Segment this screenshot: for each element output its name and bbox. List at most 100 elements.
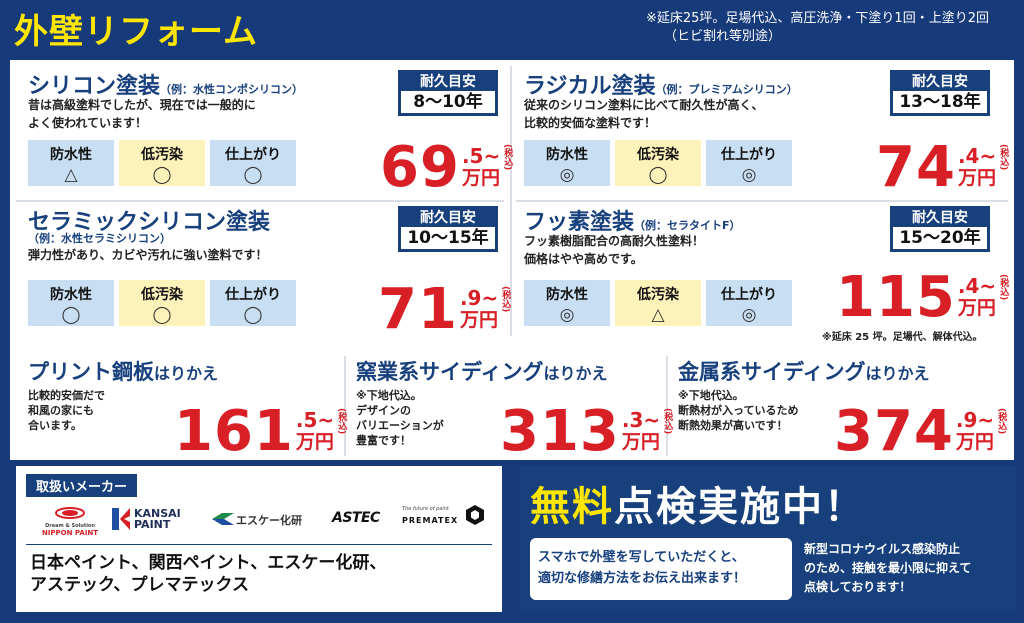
free-inspection-title: 無料点検実施中！ (530, 484, 866, 530)
attr-water: 防水性 ◎ (524, 140, 610, 186)
coating-card-fluorine: フッ素塗装（例：セラタイトF） フッ素樹脂配合の高耐久性塗料！ 価格はやや高めで… (520, 204, 1010, 344)
attribute-cells: 防水性 ◎ 低汚染 ◯ 仕上がり ◎ (524, 140, 792, 186)
price-main: 71 (378, 277, 458, 342)
price-main: 74 (876, 135, 956, 200)
attribute-cells: 防水性 ◯ 低汚染 ◯ 仕上がり ◯ (28, 280, 296, 326)
desc-line: 従来のシリコン塗料に比べて耐久性が高く、 (524, 98, 764, 112)
siding-desc: ※下地代込。 断熱材が入っているため 断熱効果が高いです！ (678, 389, 799, 432)
coating-card-ceramic-silicon: セラミックシリコン塗装 （例：水性セラミシリコン） 弾力性があり、カビや汚れに強… (22, 204, 510, 338)
nippon-mark-icon (55, 507, 85, 519)
coating-name: フッ素塗装（例：セラタイトF） (524, 210, 741, 235)
coating-desc: 昔は高級塗料でしたが、現在では一般的に よく使われています！ (28, 96, 256, 132)
durability-years: 13〜18年 (893, 91, 987, 113)
divider (510, 66, 512, 336)
makers-list: 日本ペイント、関西ペイント、エスケー化研、 アステック、プレマテックス (30, 553, 387, 595)
durability-label: 耐久目安 (912, 210, 968, 226)
attr-water: 防水性 △ (28, 140, 114, 186)
covid-note: 新型コロナウイルス感染防止 のため、接触を最小限に抑えて 点検しております！ (804, 542, 972, 594)
price-unit: 万円 (459, 309, 498, 331)
price-decimal: .3~ (621, 408, 661, 432)
price-note-line1: ※延床25坪。足場代込、高圧洗浄・下塗り1回・上塗り2回 (646, 11, 989, 26)
price-decimal: .9~ (459, 286, 499, 310)
price-unit: 万円 (957, 167, 996, 189)
attribute-cells: 防水性 △ 低汚染 ◯ 仕上がり ◯ (28, 140, 296, 186)
prematex-logo: The future of paint PREMATEX (402, 504, 490, 532)
attribute-cells: 防水性 ◎ 低汚染 △ 仕上がり ◎ (524, 280, 792, 326)
divider (16, 200, 504, 202)
tax-label: (税込) (502, 144, 513, 171)
price-unit: 万円 (955, 431, 994, 453)
coating-name: ラジカル塗装（例：プレミアムシリコン） (524, 74, 798, 99)
sk-kaken-logo: エスケー化研 (212, 510, 322, 530)
divider (666, 356, 668, 456)
coating-card-radical: ラジカル塗装（例：プレミアムシリコン） 従来のシリコン塗料に比べて耐久性が高く、… (520, 68, 1010, 198)
price-note-line2: （ヒビ割れ等別途） (664, 29, 782, 44)
tax-label: (税込) (662, 408, 673, 435)
price-decimal: .4~ (957, 144, 997, 168)
coating-example: （例：セラタイトF） (634, 219, 741, 232)
sk-mark-icon (212, 513, 234, 525)
tax-label: (税込) (336, 408, 347, 435)
siding-name: 窯業系サイディングはりかえ (356, 360, 608, 384)
coating-price: 71 .9~ 万円 (税込) (378, 282, 510, 338)
price-main: 115 (836, 265, 956, 330)
durability-years: 10〜15年 (401, 227, 495, 249)
page-title: 外壁リフォーム (14, 12, 258, 52)
astec-logo: ASTEC (332, 510, 380, 526)
price-decimal: .5~ (295, 408, 335, 432)
fluorine-note: ※延床 25 坪。足場代、解体代込。 (822, 332, 983, 343)
tax-label: (税込) (998, 274, 1009, 301)
coating-name: セラミックシリコン塗装 (28, 210, 271, 235)
tax-label: (税込) (998, 144, 1009, 171)
siding-card-print-steel: プリント鋼板はりかえ 比較的安価だで 和風の家にも 合います。 161 .5~ 万円 … (22, 356, 346, 460)
desc-line: 価格はやや高めです。 (524, 252, 643, 266)
coating-example: （例：プレミアムシリコン） (655, 83, 798, 96)
coating-example: （例：水性セラミシリコン） (28, 232, 171, 245)
tax-label: (税込) (500, 286, 511, 313)
durability-years: 8〜10年 (401, 91, 495, 113)
durability-years: 15〜20年 (893, 227, 987, 249)
attr-dirt: 低汚染 ◯ (119, 140, 205, 186)
coating-desc: 弾力性があり、カビや汚れに強い塗料です！ (28, 246, 268, 264)
price-decimal: .5~ (461, 144, 501, 168)
price-decimal: .4~ (957, 274, 997, 298)
attr-finish: 仕上がり ◎ (706, 140, 792, 186)
durability-badge: 耐久目安 10〜15年 (398, 206, 498, 252)
desc-line: 昔は高級塗料でしたが、現在では一般的に (28, 98, 256, 112)
attr-water: 防水性 ◎ (524, 280, 610, 326)
desc-line: フッ素樹脂配合の高耐久性塗料！ (524, 234, 705, 248)
durability-badge: 耐久目安 8〜10年 (398, 70, 498, 116)
price-main: 161 (174, 399, 294, 464)
coating-price: 115 .4~ 万円 (税込) (836, 270, 1008, 326)
price-main: 374 (834, 399, 954, 464)
tax-label: (税込) (996, 408, 1007, 435)
attr-finish: 仕上がり ◎ (706, 280, 792, 326)
smartphone-bubble: スマホで外壁を写していただくと、 適切な修繕方法をお伝え出来ます！ (530, 538, 792, 600)
durability-label: 耐久目安 (420, 210, 476, 226)
siding-name: プリント鋼板はりかえ (28, 360, 219, 384)
price-note: ※延床25坪。足場代込、高圧洗浄・下塗り1回・上塗り2回 （ヒビ割れ等別途） (646, 10, 989, 46)
siding-desc: 比較的安価だで 和風の家にも 合います。 (28, 389, 105, 432)
price-unit: 万円 (957, 297, 996, 319)
price-unit: 万円 (461, 167, 500, 189)
price-decimal: .9~ (955, 408, 995, 432)
price-main: 313 (500, 399, 620, 464)
attr-finish: 仕上がり ◯ (210, 280, 296, 326)
durability-label: 耐久目安 (912, 74, 968, 90)
durability-badge: 耐久目安 15〜20年 (890, 206, 990, 252)
siding-price: 161 .5~ 万円 (税込) (174, 404, 346, 460)
coating-price: 69 .5~ 万円 (税込) (380, 140, 512, 196)
durability-badge: 耐久目安 13〜18年 (890, 70, 990, 116)
nippon-paint-logo: Dream & Solution NIPPON PAINT (34, 504, 106, 538)
kansai-paint-logo: KANSAI PAINT (112, 508, 202, 532)
price-unit: 万円 (621, 431, 660, 453)
coating-desc: 従来のシリコン塗料に比べて耐久性が高く、 比較的安価な塗料です！ (524, 96, 764, 132)
makers-divider (26, 544, 492, 545)
attr-dirt: 低汚染 ◯ (119, 280, 205, 326)
price-unit: 万円 (295, 431, 334, 453)
makers-tag: 取扱いメーカー (26, 474, 138, 497)
price-main: 69 (380, 135, 460, 200)
coating-desc: フッ素樹脂配合の高耐久性塗料！ 価格はやや高めです。 (524, 232, 704, 268)
attr-water: 防水性 ◯ (28, 280, 114, 326)
siding-name: 金属系サイディングはりかえ (678, 360, 930, 384)
